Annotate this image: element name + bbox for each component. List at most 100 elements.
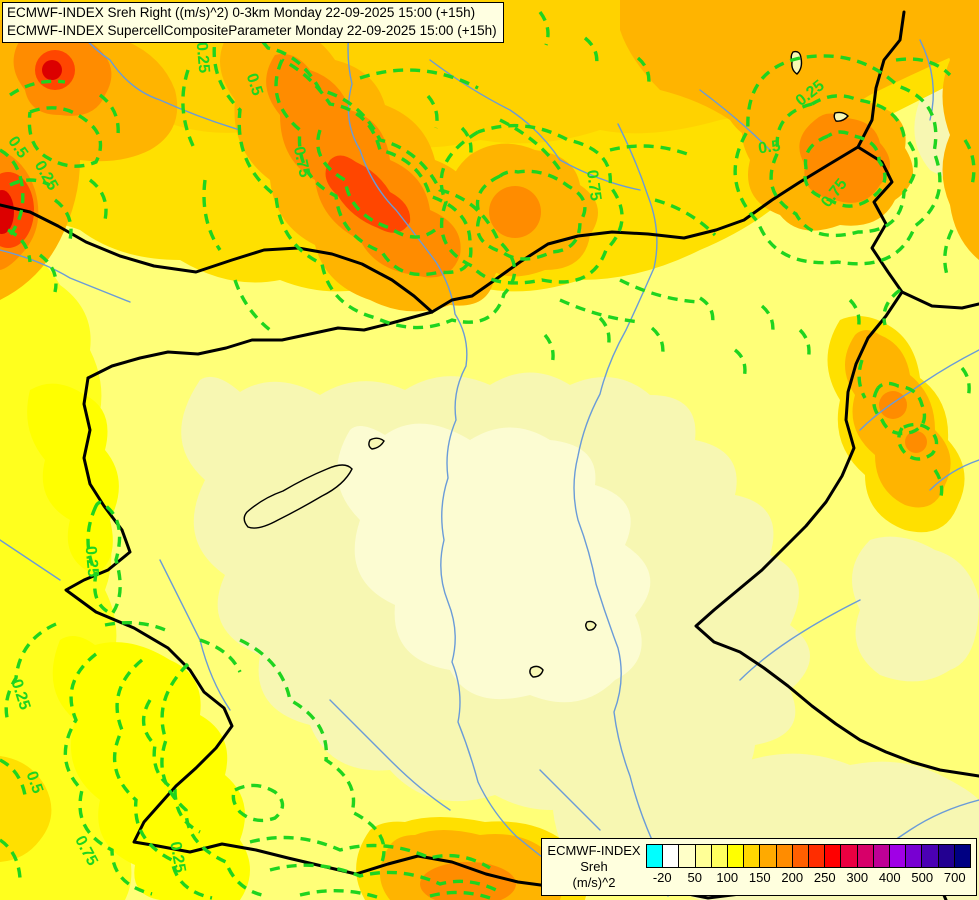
contour-band-west-dashes [181,69,272,332]
river-tributary-se1 [739,599,861,681]
colorbar-tick-label: 100 [716,870,739,885]
colorbar-tick-label: 150 [748,870,771,885]
colorbar-cell [921,844,939,868]
contour-label: 0.25 [82,545,102,578]
legend-box: ECMWF-INDEX Sreh (m/s)^2 -20 50 100 150 200 2… [541,838,977,896]
field-deeporange-streak-1 [879,391,907,419]
colorbar-tick-label: 300 [846,870,869,885]
border-romania-southeast [694,290,979,778]
colorbar-cell [937,844,955,868]
contour-band-mid [274,58,473,277]
colorbar-cell [824,844,842,868]
contour-bl-4 [160,662,267,898]
field-orange-rightedge [940,0,979,260]
contour-bl-6 [141,699,201,834]
colorbar-tick-label: 500 [911,870,934,885]
contour-tr-inner [803,130,887,208]
river-tributary-w2 [159,559,231,711]
contour-bl-1 [4,622,57,723]
colorbar-cell [727,844,745,868]
contour-label: 0.25 [166,840,188,874]
field-cream-right [852,536,979,682]
colorbar-cell [743,844,761,868]
contour-tr-arcs [882,57,976,326]
contour-bc-loop [231,783,285,823]
contour-tl-loop [27,106,103,168]
contour-bc-2 [269,863,501,894]
river-tributary-e2 [929,459,979,491]
legend-text-block: ECMWF-INDEX Sreh (m/s)^2 [542,843,646,891]
field-deeporange-topcenter [489,186,541,238]
colorbar-cell [662,844,680,868]
colorbar-cell [872,844,891,868]
field-deeporange-streak-2 [905,431,927,453]
contour-tl-edge [0,148,25,237]
contour-bl-3 [112,658,213,900]
field-deeporange-topright [799,113,890,203]
river-tributary-w1 [0,539,61,581]
lake-balaton [243,464,353,529]
contour-band-outer [212,12,517,330]
colorbar-tick-label: -20 [652,870,672,885]
scp-contours [0,10,976,900]
contour-bc-3 [299,888,491,900]
legend-units: (m/s)^2 [572,875,616,890]
field-deeporange-bottomright [420,862,516,900]
contour-band-east-arcs [359,68,562,171]
field-gold-bottomleft [0,756,52,862]
colorbar-cell [646,844,664,868]
contour-tr-outer [733,54,942,266]
river-tisza [573,123,669,897]
contour-label: 0.25 [193,41,213,74]
contour-label: 0.75 [583,169,604,202]
field-darkred-leftedge [0,190,14,234]
colorbar-tick-label: 250 [813,870,836,885]
contour-tr-mid [769,94,918,238]
field-yellow-bright-1 [27,383,119,575]
colorbar-cell [694,844,712,868]
colorbar-cell [678,844,696,868]
river-tributary-n1 [429,59,641,191]
lake-small-south-2 [585,620,597,631]
field-orange-streak [845,330,951,508]
colorbar-tick-label: 700 [943,870,966,885]
contour-tc-inner [475,169,587,261]
river-danube [347,11,563,873]
river-tributary-e1 [859,349,979,431]
colorbar-tick-label: 200 [781,870,804,885]
field-darkred-topleft [42,60,62,80]
border-northwest-chain [0,203,434,314]
legend-ticks: -20 50 100 150 200 250 300 400 500 700 [646,869,971,887]
contour-rm-dashes [857,359,944,501]
colorbar-cell [710,844,729,868]
contour-label: 0.5 [243,71,266,98]
contour-label: 0.5 [757,138,781,158]
colorbar-cell [840,844,858,868]
contour-bc-1 [249,835,491,870]
legend-title: ECMWF-INDEX [547,843,641,858]
contour-rm-ring1 [872,381,927,436]
contour-bl-2 [63,652,153,896]
contour-band-inner [316,129,437,239]
field-yellow-bright-2 [52,636,251,900]
lake-small-ne-2 [833,111,849,122]
border-slovakia-north [430,10,906,314]
contour-label: 0.5 [22,769,46,796]
border-hungary-north [86,310,434,380]
river-tributary-nw2 [0,249,131,303]
contour-rm-ring2 [897,422,939,461]
legend-colorbar [646,844,972,868]
lake-velence [368,437,385,450]
field-deeporange-band [266,54,461,278]
legend-parameter: Sreh [580,859,608,874]
contour-tc-arcs [559,144,717,324]
colorbar-tick-label: 400 [878,870,901,885]
colorbar-cell [775,844,793,868]
colorbar-cell [889,844,907,868]
colorbar-cell [791,844,810,868]
contour-lm-loop [86,500,122,617]
contour-tc-outer [439,123,624,285]
lake-small-south-1 [529,665,544,678]
